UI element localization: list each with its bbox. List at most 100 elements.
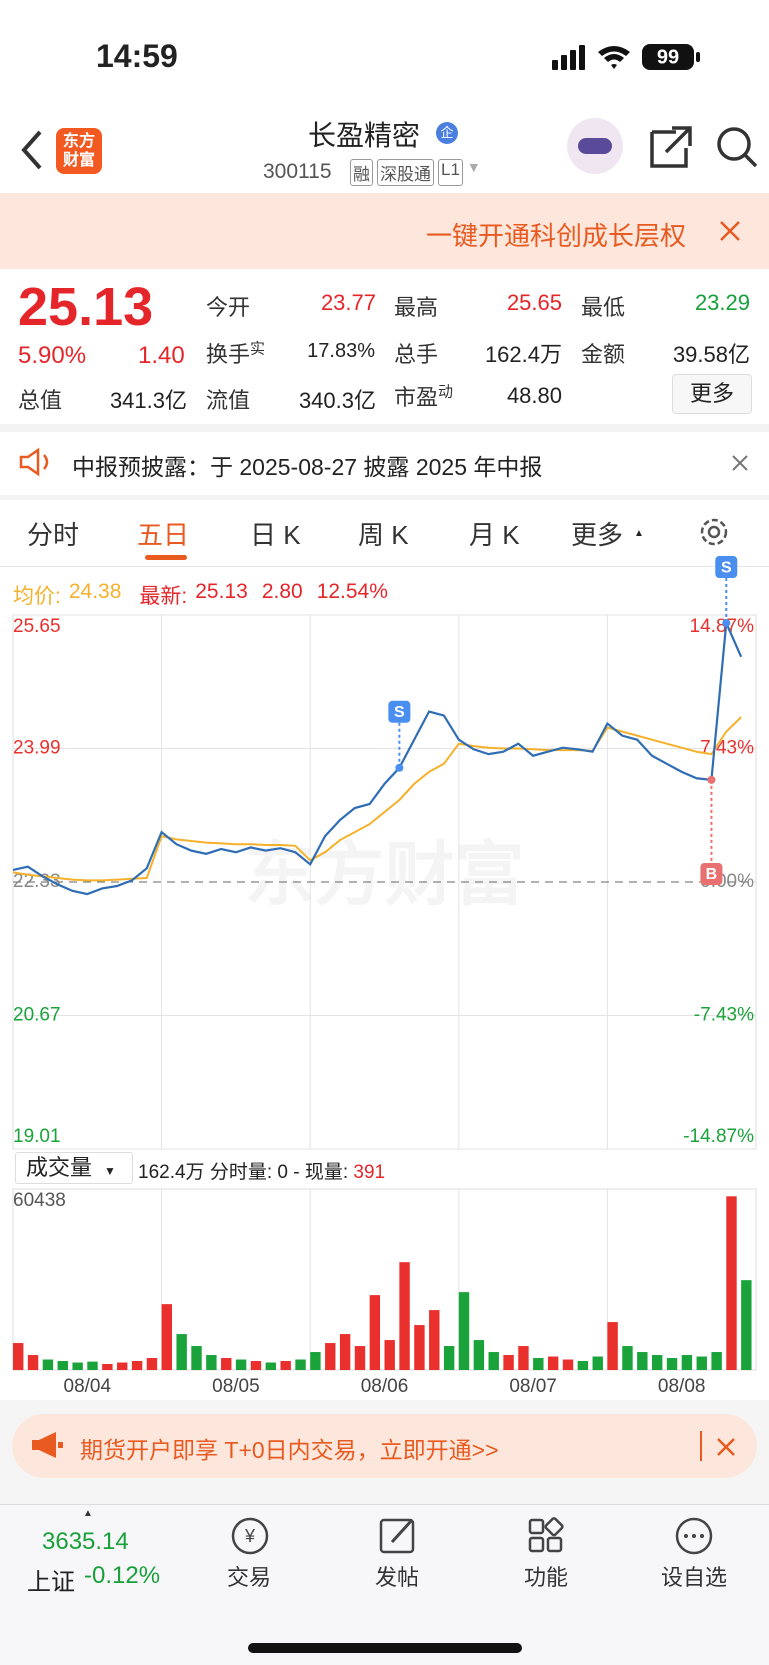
field-value: 48.80 — [506, 383, 562, 408]
volume-bar — [191, 1346, 202, 1370]
marker-label: S — [721, 559, 732, 576]
y2-tick-label: -7.43% — [694, 1004, 754, 1025]
volume-bar — [27, 1355, 39, 1370]
legend-value: 2.80 — [261, 580, 303, 603]
volume-total: 162.4万 — [138, 1162, 205, 1183]
volume-bar — [429, 1310, 440, 1370]
y2-tick-label: 14.87% — [690, 616, 755, 637]
banner[interactable] — [0, 193, 769, 269]
back-button[interactable] — [21, 130, 42, 170]
speaker-icon — [19, 447, 49, 477]
y-tick-label: 23.99 — [13, 738, 61, 759]
volume-bar — [102, 1364, 113, 1370]
volume-bar — [399, 1262, 410, 1370]
volume-bar — [592, 1356, 603, 1370]
x-tick-label: 08/05 — [212, 1376, 260, 1397]
tag: L1 — [438, 159, 463, 186]
tab-active[interactable]: 五日 — [137, 520, 190, 550]
tags: 融 深股通 L1 ▼ — [350, 159, 481, 186]
tab[interactable]: 周 K — [358, 520, 409, 550]
field-label: 市盈 — [394, 385, 439, 410]
time: 14:59 — [96, 38, 178, 74]
battery-level: 99 — [657, 46, 679, 68]
volume-bar — [250, 1361, 262, 1370]
tab[interactable]: 日 K — [250, 520, 301, 550]
bottom-bar — [0, 1504, 769, 1665]
volume-bar — [87, 1361, 98, 1370]
x-tick-label: 08/06 — [361, 1376, 409, 1397]
field-value: 341.3亿 — [109, 388, 187, 413]
volume-bar — [117, 1362, 128, 1370]
volume-bar — [726, 1196, 737, 1370]
volume-bar — [325, 1343, 336, 1370]
volume-bar — [503, 1355, 514, 1370]
volume-bar — [57, 1361, 68, 1370]
settings[interactable] — [697, 515, 731, 549]
volume-bar — [651, 1355, 663, 1370]
logo-text: 东方 — [63, 131, 95, 150]
field-label: 今开 — [206, 295, 251, 320]
share-button[interactable] — [650, 126, 692, 168]
stock-code: 300115 — [263, 160, 332, 183]
volume-bar — [206, 1355, 217, 1370]
marker-label: B — [706, 866, 718, 883]
y2-tick-label: 7.43% — [700, 738, 754, 759]
change: 1.40 — [138, 342, 185, 369]
marker-dot — [395, 763, 404, 772]
marker-dot — [707, 775, 716, 784]
ad-banner[interactable] — [12, 1414, 757, 1478]
volume-bar — [533, 1358, 544, 1370]
volume-bar — [637, 1352, 648, 1370]
volume-bar — [741, 1280, 752, 1370]
index-change: -0.12% — [84, 1562, 161, 1589]
notice-close[interactable] — [730, 453, 750, 473]
volume-selector[interactable]: 成交量 ▼ — [15, 1152, 133, 1184]
volume-bar — [13, 1343, 24, 1370]
volume-bar — [280, 1361, 291, 1370]
ad-close[interactable] — [715, 1436, 737, 1458]
search-button[interactable] — [717, 127, 751, 161]
volume-bar — [384, 1340, 395, 1370]
tab[interactable]: 更多 — [571, 520, 624, 550]
field-value: 25.65 — [506, 290, 562, 315]
banner-close[interactable] — [718, 219, 742, 243]
field-value: 23.29 — [694, 290, 750, 315]
marker-badge — [715, 556, 738, 579]
header-right — [567, 118, 758, 174]
tag: 深股通 — [377, 159, 434, 186]
y2-tick-label: -14.87% — [683, 1126, 754, 1147]
volume-bar — [146, 1358, 158, 1370]
x-tick-label: 08/04 — [64, 1376, 112, 1397]
nav-item[interactable]: 功能 — [523, 1565, 568, 1590]
ad-text: 期货开户即享 T+0日内交易，立即开通>> — [80, 1437, 499, 1463]
volume-bar — [72, 1362, 83, 1370]
index-value[interactable]: 3635.14 — [42, 1528, 129, 1555]
tab[interactable]: 分时 — [27, 520, 80, 550]
tab[interactable]: 月 K — [469, 520, 520, 550]
volume-bar — [681, 1355, 693, 1370]
nav-item[interactable]: 设自选 — [660, 1565, 727, 1590]
volume-info: 162.4万 分时量: 0 - 现量: 391 — [138, 1157, 385, 1184]
volume-bar — [295, 1359, 306, 1370]
field-label: 换手 — [206, 342, 251, 367]
volume-bar — [265, 1362, 277, 1370]
volume-bar — [161, 1304, 173, 1370]
legend-value: 12.54% — [316, 580, 388, 603]
volume-bar — [339, 1334, 351, 1370]
field-label: 总手 — [394, 342, 439, 367]
nav-item[interactable]: 发帖 — [374, 1565, 419, 1590]
volume-bar — [310, 1352, 321, 1370]
svg-text:¥: ¥ — [244, 1526, 256, 1546]
field-label: 流值 — [206, 388, 251, 413]
badge: 企 — [436, 122, 458, 144]
volume-bar — [458, 1292, 470, 1370]
volume-bar — [369, 1295, 381, 1370]
price-line — [12, 618, 743, 896]
nav-item[interactable]: 交易 — [226, 1565, 271, 1590]
field-value: 162.4万 — [484, 342, 562, 367]
volume-bar — [176, 1334, 187, 1370]
more-button[interactable]: 更多 — [672, 374, 752, 414]
stock-name: 长盈精密 — [308, 120, 421, 151]
legend: 均价: 24.38 最新: 25.13 2.80 12.54% — [13, 580, 388, 610]
ad-icon — [32, 1432, 63, 1458]
